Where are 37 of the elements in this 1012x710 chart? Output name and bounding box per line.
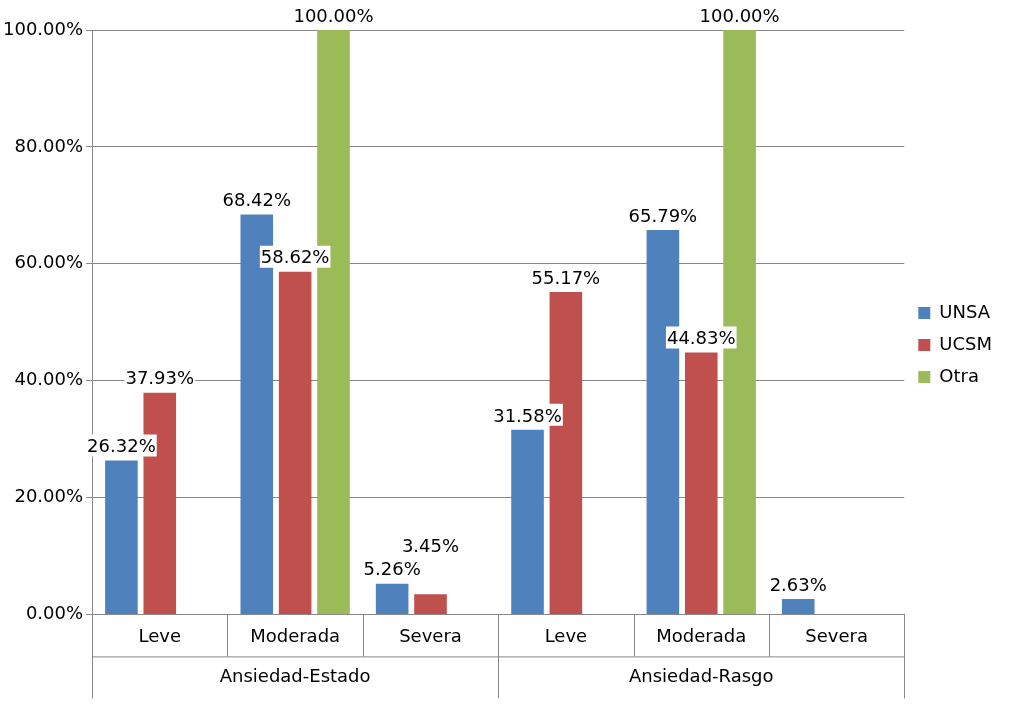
y-tick-label: 60.00% xyxy=(14,251,84,273)
data-label: 2.63% xyxy=(769,573,827,595)
text: Ansiedad-Rasgo xyxy=(628,665,774,687)
data-label: 31.58% xyxy=(493,404,562,426)
data-label: 68.42% xyxy=(222,189,292,211)
x-tick-label: Severa xyxy=(805,624,868,646)
x-tick-label: Moderada xyxy=(656,624,747,646)
bar xyxy=(278,271,312,614)
y-tick-label: 40.00% xyxy=(14,368,84,390)
legend-label: UCSM xyxy=(939,332,992,354)
bar xyxy=(414,594,447,614)
data-label: 26.32% xyxy=(87,435,156,457)
legend-label: UNSA xyxy=(939,300,991,322)
data-label: 55.17% xyxy=(531,266,601,288)
x-tick-label: Severa xyxy=(399,624,462,646)
bar xyxy=(781,599,815,614)
data-label: 37.93% xyxy=(125,367,195,389)
text: Ansiedad-Estado xyxy=(219,665,371,687)
bar xyxy=(511,429,544,614)
bar xyxy=(105,460,138,614)
y-tick-label: 100.00% xyxy=(2,17,84,39)
data-label: 65.79% xyxy=(628,204,698,226)
y-tick-label: 0.00% xyxy=(25,602,84,624)
data-label: 44.83% xyxy=(666,327,736,349)
bar xyxy=(684,352,718,614)
y-tick-label: 20.00% xyxy=(14,485,84,507)
x-tick-label: Moderada xyxy=(250,624,341,646)
bar xyxy=(375,583,409,614)
data-label: 100.00% xyxy=(699,4,780,26)
x-tick-label: Leve xyxy=(544,624,588,646)
y-tick-label: 80.00% xyxy=(14,134,84,156)
x-tick-label: Leve xyxy=(138,624,182,646)
data-label: 5.26% xyxy=(363,558,421,580)
data-label: 3.45% xyxy=(401,535,460,557)
data-label: 100.00% xyxy=(293,4,374,26)
data-label: 58.62% xyxy=(260,246,330,268)
legend-label: Otra xyxy=(939,364,979,386)
